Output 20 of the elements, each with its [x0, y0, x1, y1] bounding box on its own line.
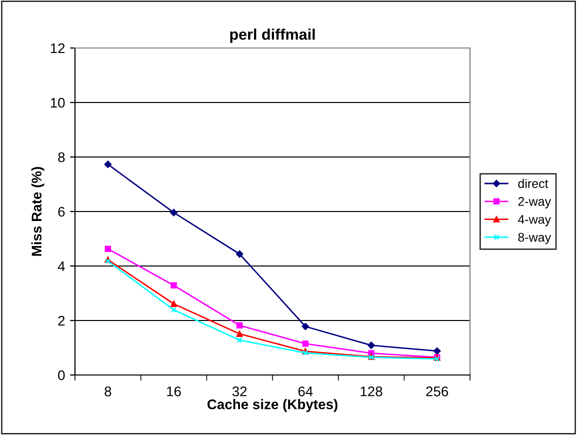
legend-label: 8-way	[518, 232, 552, 244]
x-tick-label: 8	[104, 386, 112, 396]
y-tick-label: 2	[58, 316, 65, 326]
y-tick-label: 10	[50, 98, 65, 108]
legend-label: 4-way	[518, 215, 552, 226]
x-tick-label: 64	[298, 386, 313, 396]
y-tick-label: 12	[50, 43, 65, 54]
x-tick-label: 128	[360, 386, 382, 396]
y-tick-label: 4	[58, 261, 65, 272]
x-axis-title: Cache size (Kbytes)	[207, 399, 338, 412]
chart-title: perl diffmail	[230, 28, 315, 43]
y-axis-title: Miss Rate (%)	[31, 167, 44, 256]
legend-label: direct	[518, 178, 548, 188]
y-tick-label: 0	[58, 370, 65, 380]
x-tick-label: 16	[167, 386, 181, 396]
legend-label: 2-way	[518, 197, 552, 208]
x-tick-label: 256	[426, 386, 448, 396]
y-tick-label: 8	[58, 152, 65, 162]
x-tick-label: 32	[232, 386, 247, 396]
y-tick-label: 6	[58, 206, 65, 217]
